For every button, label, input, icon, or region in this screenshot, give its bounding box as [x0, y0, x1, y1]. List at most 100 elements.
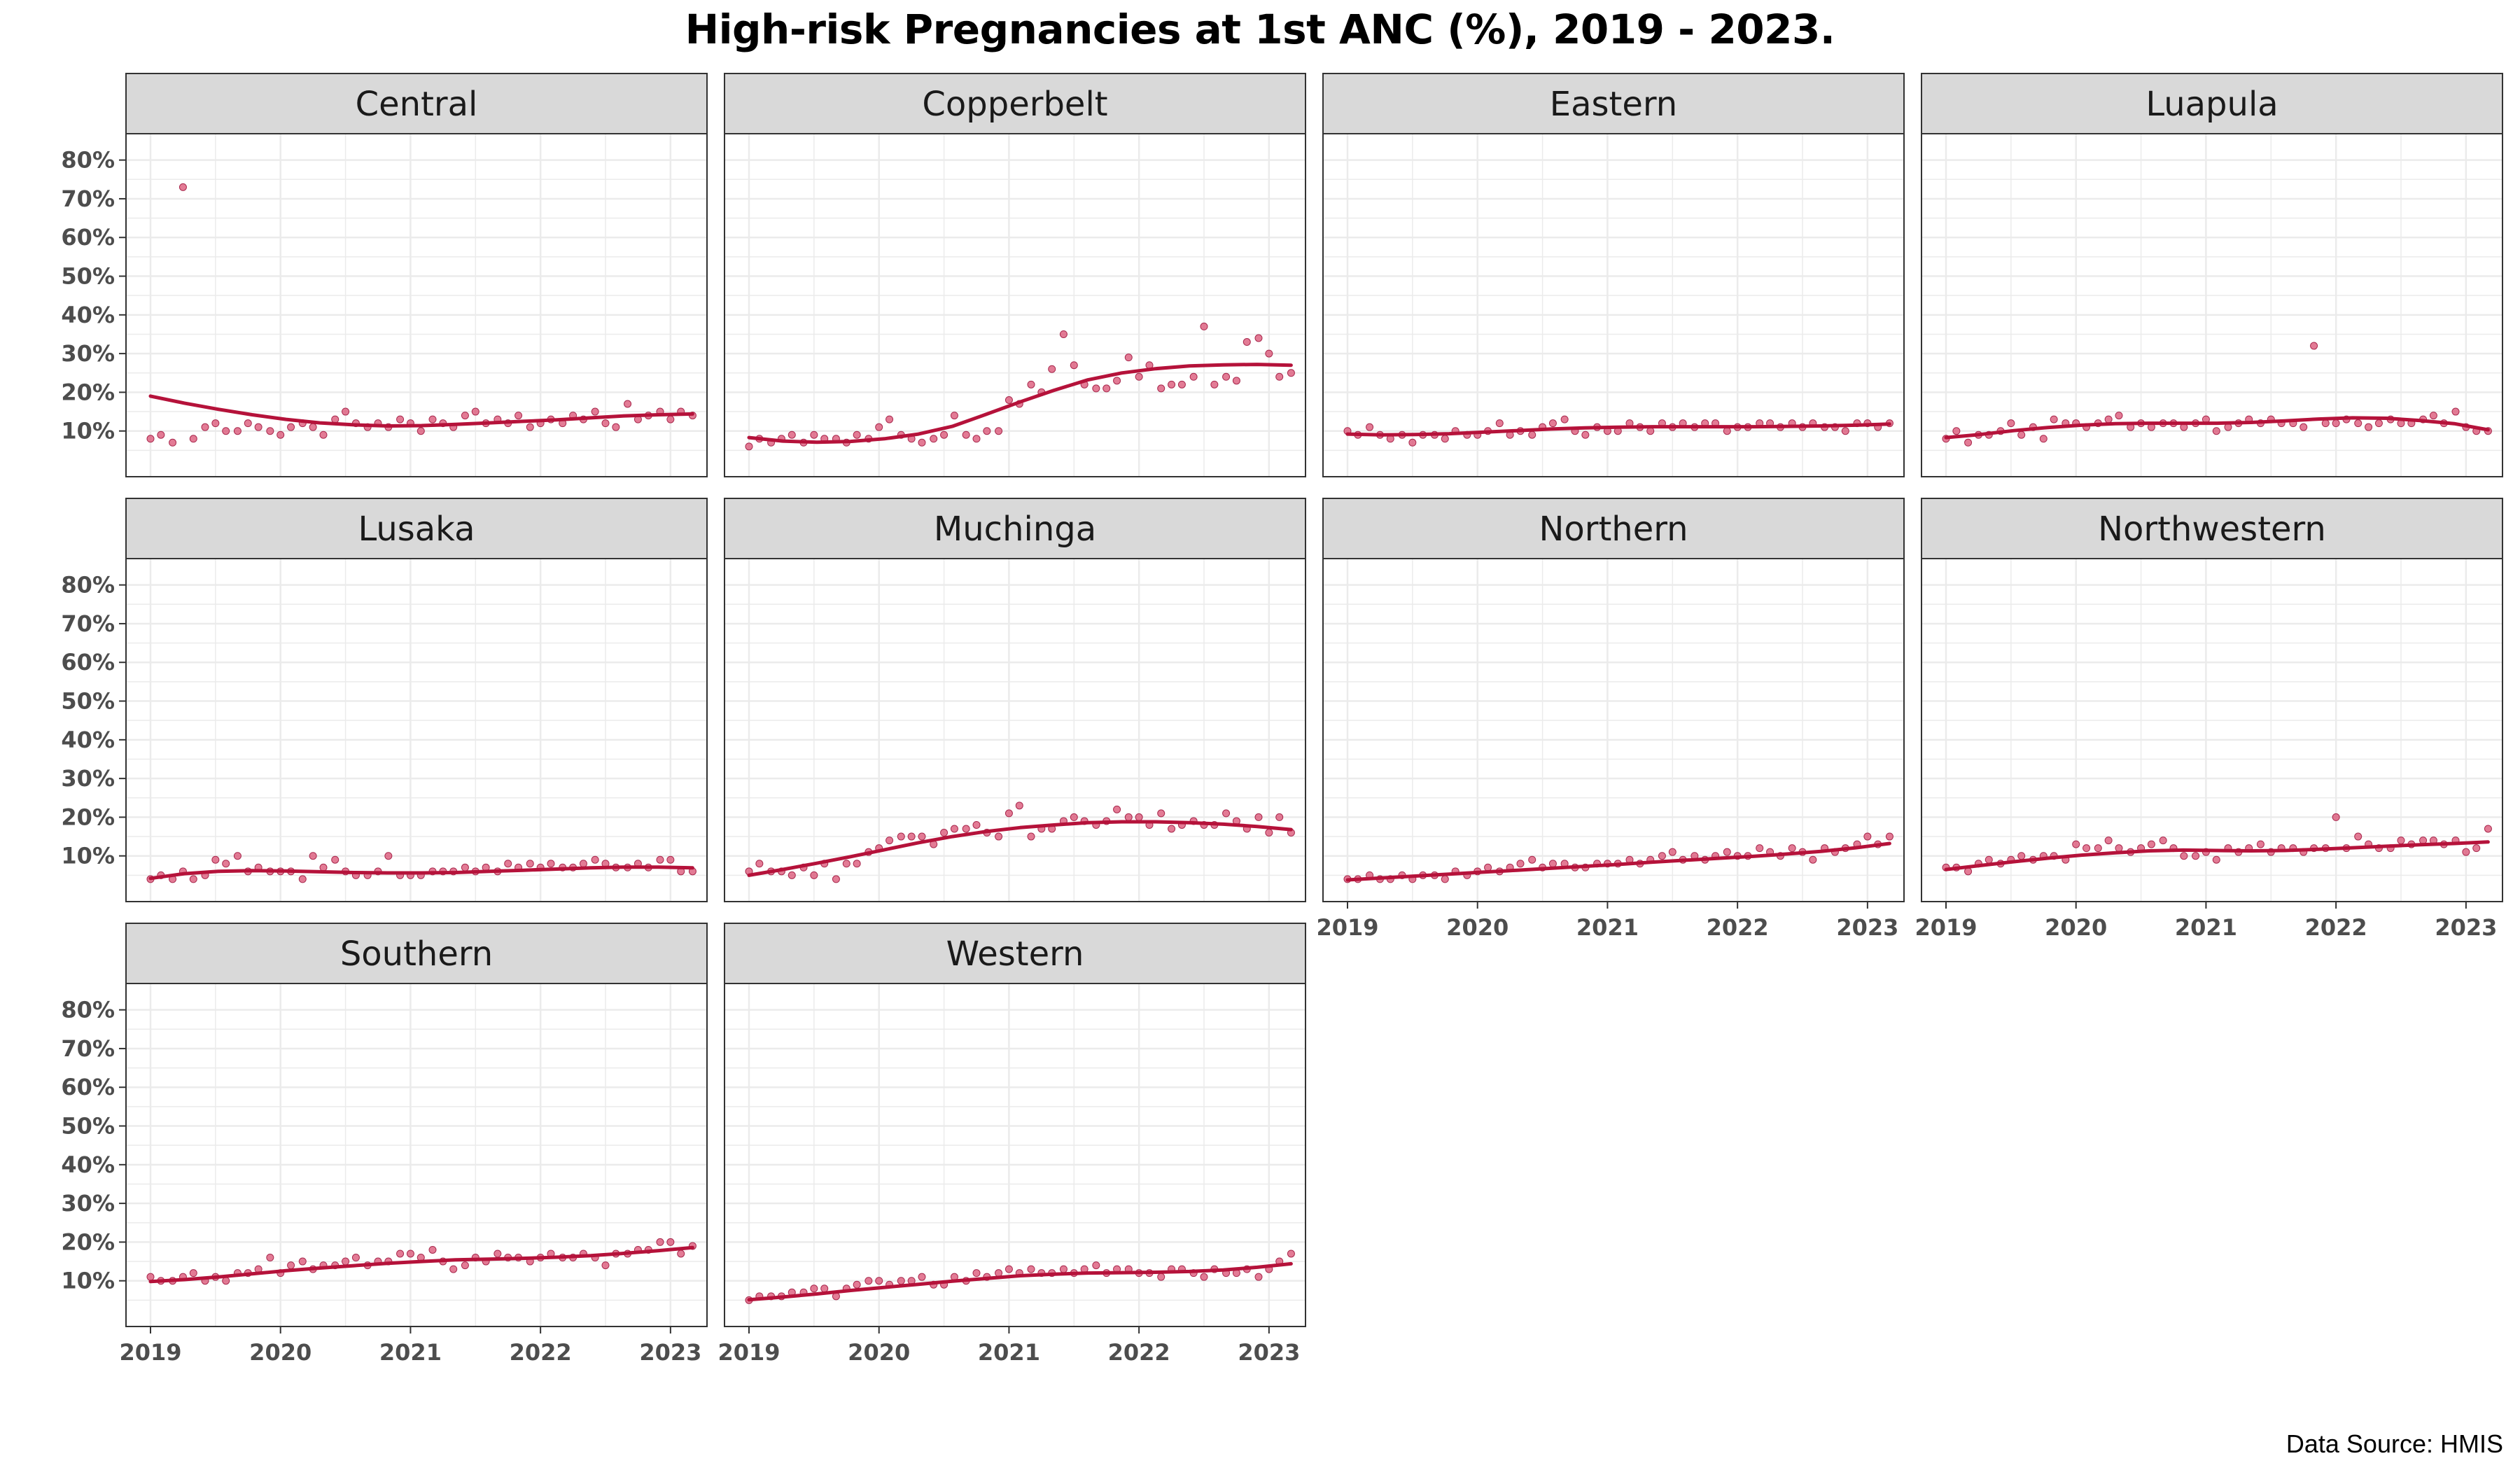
facet-label: Lusaka [358, 510, 475, 549]
y-axis: 10% 20% 30% 40% 50% 60% 70% 80% [61, 572, 126, 869]
y-tick-label: 70% [61, 1035, 115, 1062]
trend-line [747, 820, 1293, 877]
data-point [1102, 384, 1111, 393]
data-point [1157, 809, 1166, 818]
y-tick-label: 80% [61, 997, 115, 1023]
data-point [853, 860, 861, 868]
data-point [189, 875, 197, 883]
data-point [2321, 419, 2330, 428]
y-tick-label: 70% [61, 186, 115, 212]
x-axis: 2019 2020 2021 2022 2023 [718, 1326, 1300, 1366]
data-point [2354, 419, 2362, 428]
data-point [461, 863, 469, 872]
data-point [1287, 369, 1295, 377]
y-tick-label: 40% [61, 302, 115, 328]
data-point [810, 871, 818, 879]
x-tick-label: 2021 [978, 1339, 1040, 1366]
data-point [2472, 844, 2481, 853]
data-point [1516, 860, 1525, 868]
data-point [1548, 860, 1557, 868]
data-point [810, 1284, 818, 1293]
facet-border [1322, 558, 1905, 902]
facet-label: Luapula [2146, 85, 2278, 124]
data-point [1168, 825, 1176, 833]
data-point [342, 1257, 350, 1266]
data-point [1027, 380, 1035, 388]
data-point [189, 1269, 197, 1278]
data-point [1027, 832, 1035, 841]
data-point [2256, 840, 2264, 848]
data-point [331, 415, 340, 424]
data-point [1984, 855, 1993, 864]
x-tick-label: 2020 [1446, 914, 1508, 941]
facet-gridlines [1921, 559, 2502, 902]
data-point [201, 423, 209, 431]
data-point [656, 855, 664, 864]
y-tick-label: 30% [61, 1190, 115, 1217]
data-point [319, 863, 328, 872]
facet-border [125, 983, 708, 1327]
data-point [547, 860, 555, 868]
data-point [2212, 855, 2220, 864]
data-point [886, 415, 894, 424]
data-point [1964, 438, 1973, 447]
data-point [1200, 1273, 1208, 1281]
facet-western: Western 2019 2020 2021 2022 2023 [718, 923, 1306, 1366]
y-tick-label: 40% [61, 1152, 115, 1178]
data-point [287, 1261, 295, 1270]
y-tick-label: 80% [61, 572, 115, 598]
data-point [146, 435, 155, 443]
data-point [526, 423, 534, 431]
facet-gridlines [1323, 559, 1904, 902]
data-point [1408, 438, 1417, 447]
facet-panel [126, 983, 707, 1326]
data-point [1548, 419, 1557, 428]
trend-line [747, 1261, 1293, 1302]
data-point [2104, 415, 2113, 424]
data-point [853, 1280, 861, 1289]
data-point [1484, 863, 1492, 872]
data-point [1528, 855, 1536, 864]
data-point [972, 1269, 981, 1278]
data-point [1070, 361, 1078, 370]
data-point [886, 836, 894, 845]
trend-line [1944, 416, 2490, 440]
data-point [1004, 1265, 1013, 1273]
data-point [950, 825, 958, 833]
facet-label: Copperbelt [922, 85, 1107, 124]
data-point [2310, 342, 2318, 350]
data-point [1265, 829, 1273, 837]
data-point [832, 875, 840, 883]
data-point [1952, 427, 1961, 435]
data-point [2462, 848, 2470, 856]
data-point [962, 825, 970, 833]
x-tick-label: 2023 [1836, 914, 1898, 941]
data-point [2147, 840, 2155, 848]
data-point [2484, 825, 2492, 833]
data-point [950, 412, 958, 420]
data-point [169, 438, 177, 447]
data-point [2082, 844, 2091, 853]
data-point [2017, 430, 2026, 439]
facet-border [724, 133, 1306, 477]
data-point [178, 183, 187, 191]
y-tick-label: 30% [61, 340, 115, 367]
data-point [1723, 427, 1731, 435]
data-point [995, 1269, 1003, 1278]
facet-panel [1323, 559, 1904, 902]
data-point [918, 438, 926, 447]
data-point [2354, 832, 2362, 841]
data-point [287, 423, 295, 431]
facet-strip [724, 923, 1306, 984]
data-point [1070, 813, 1078, 821]
data-point [983, 427, 991, 435]
data-point [612, 423, 620, 431]
facet-northern: Northern 2019 2020 2021 2022 2023 [1316, 498, 1905, 941]
y-tick-label: 60% [61, 649, 115, 676]
data-point [1885, 832, 1893, 841]
facet-label: Northern [1539, 510, 1688, 549]
data-point [1092, 384, 1100, 393]
y-tick-label: 20% [61, 1228, 115, 1255]
facet-gridlines [724, 559, 1306, 902]
data-point [2180, 852, 2188, 860]
